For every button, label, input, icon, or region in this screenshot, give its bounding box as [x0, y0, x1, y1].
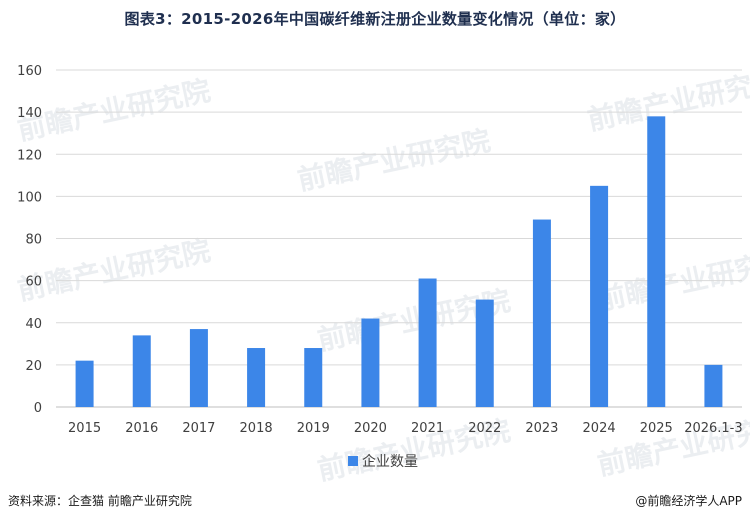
y-tick-label: 40 [25, 317, 42, 332]
x-tick-label: 2017 [182, 421, 215, 436]
y-tick-label: 120 [17, 148, 42, 163]
watermark-text: 前瞻产业研究院 [295, 124, 494, 197]
y-tick-label: 80 [25, 233, 42, 248]
legend-label: 企业数量 [362, 453, 418, 470]
x-tick-label: 2018 [240, 421, 273, 436]
x-tick-label: 2024 [583, 421, 616, 436]
bar-2017 [189, 329, 208, 407]
x-tick-label: 2019 [297, 421, 330, 436]
chart-title: 图表3：2015-2026年中国碳纤维新注册企业数量变化情况（单位：家） [124, 10, 626, 28]
bar-2015 [75, 360, 94, 407]
x-axis-ticks: 2015 2016 2017 2018 2019 2020 2021 2022 2023 2024… [68, 421, 743, 436]
x-tick-label: 2015 [68, 421, 101, 436]
watermark-text: 前瞻产业研究院 [15, 234, 214, 307]
x-tick-label: 2026.1-3 [684, 421, 742, 436]
bar-2023 [532, 219, 551, 407]
x-tick-label: 2023 [525, 421, 558, 436]
watermark-text: 前瞻产业研究院 [585, 64, 750, 137]
bar-2018 [247, 348, 266, 407]
watermark-text: 前瞻产业研究院 [15, 74, 214, 147]
y-tick-label: 0 [34, 401, 42, 416]
legend-swatch [348, 456, 358, 466]
bar-2019 [304, 348, 323, 407]
bar-2024 [590, 185, 609, 407]
gridlines [56, 69, 742, 408]
y-tick-label: 60 [25, 275, 42, 290]
bar-2016 [132, 335, 151, 407]
source-note: 资料来源：企查猫 前瞻产业研究院 [8, 494, 192, 508]
y-tick-label: 140 [17, 106, 42, 121]
brand-note: @前瞻经济学人APP [635, 494, 742, 508]
watermark-text: 前瞻产业研究院 [595, 409, 750, 482]
bar-2021 [418, 278, 437, 407]
legend: 企业数量 [348, 453, 418, 470]
y-tick-label: 20 [25, 359, 42, 374]
bar-2022 [475, 299, 494, 407]
bar-2025 [647, 116, 666, 408]
x-tick-label: 2022 [468, 421, 501, 436]
bar-2026.1-3 [704, 364, 723, 407]
y-tick-label: 100 [17, 190, 42, 205]
y-tick-label: 160 [17, 64, 42, 79]
bar-2020 [361, 318, 380, 407]
x-tick-label: 2025 [640, 421, 673, 436]
y-axis-ticks: 0 20 40 60 80 100 120 140 160 [17, 64, 42, 416]
bars [75, 116, 723, 408]
x-tick-label: 2020 [354, 421, 387, 436]
x-tick-label: 2021 [411, 421, 444, 436]
x-tick-label: 2016 [125, 421, 158, 436]
